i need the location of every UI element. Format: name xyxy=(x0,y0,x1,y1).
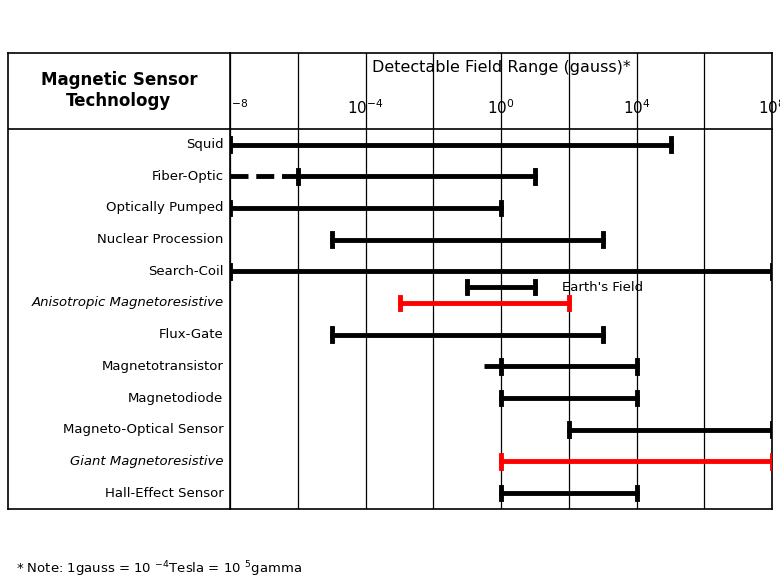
Text: $10^{-4}$: $10^{-4}$ xyxy=(347,98,384,117)
Text: Magnetic Sensor
Technology: Magnetic Sensor Technology xyxy=(41,71,197,110)
Text: Fiber-Optic: Fiber-Optic xyxy=(151,170,223,183)
Text: Magnetotransistor: Magnetotransistor xyxy=(101,360,223,373)
Text: Search-Coil: Search-Coil xyxy=(148,265,223,278)
Text: Detectable Field Range (gauss)*: Detectable Field Range (gauss)* xyxy=(372,60,630,75)
Text: Flux-Gate: Flux-Gate xyxy=(158,328,223,341)
Text: Giant Magnetoresistive: Giant Magnetoresistive xyxy=(70,455,223,468)
Text: $10^{4}$: $10^{4}$ xyxy=(623,98,651,117)
Text: Earth's Field: Earth's Field xyxy=(562,281,644,294)
Text: Hall-Effect Sensor: Hall-Effect Sensor xyxy=(105,487,223,500)
Text: Nuclear Procession: Nuclear Procession xyxy=(97,233,223,246)
Text: $10^{-8}$: $10^{-8}$ xyxy=(212,98,248,117)
Text: Squid: Squid xyxy=(186,138,223,151)
Text: Magnetodiode: Magnetodiode xyxy=(128,391,223,405)
Text: Anisotropic Magnetoresistive: Anisotropic Magnetoresistive xyxy=(31,297,223,309)
Text: Optically Pumped: Optically Pumped xyxy=(106,201,223,215)
Text: Magneto-Optical Sensor: Magneto-Optical Sensor xyxy=(63,423,223,436)
Text: * Note: 1gauss = 10 $^{-4}$Tesla = 10 $^{5}$gamma: * Note: 1gauss = 10 $^{-4}$Tesla = 10 $^… xyxy=(16,559,302,579)
Text: $10^{0}$: $10^{0}$ xyxy=(488,98,515,117)
Text: $10^{8}$: $10^{8}$ xyxy=(758,98,780,117)
